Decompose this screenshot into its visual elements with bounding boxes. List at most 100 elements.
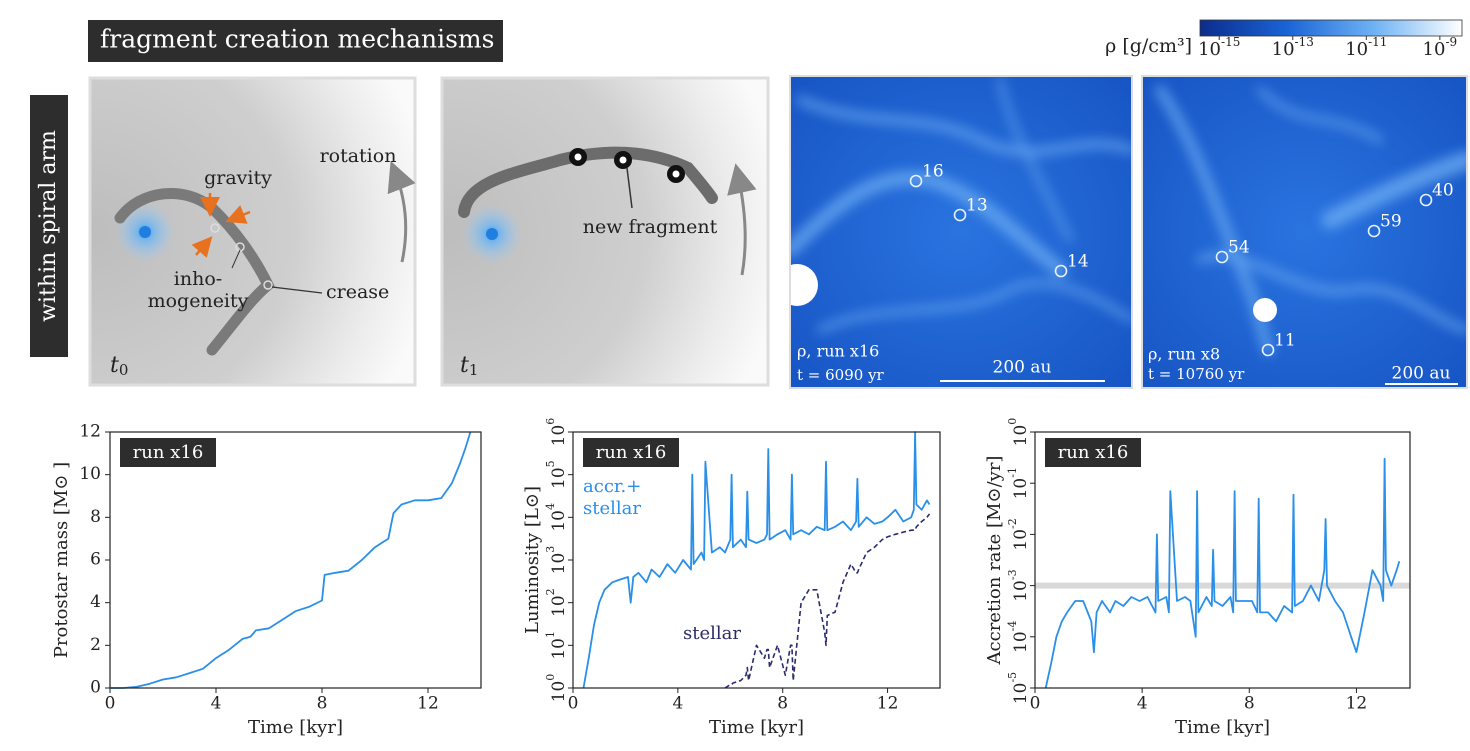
x-tick-label: 4 [672,694,683,714]
frame [789,75,1133,389]
x-axis-label: Time [kyr] [1175,717,1270,738]
crease-label: crease [326,281,389,303]
annotation: run x16 [1058,442,1129,463]
x-tick-label: 8 [317,694,328,714]
fragment-label: 16 [922,162,944,182]
x-tick-label: 4 [211,694,222,714]
title-box [88,20,503,62]
fragment-label: 54 [1228,238,1250,258]
y-tick-label: 10 [79,464,101,484]
x-tick-label: 12 [1346,694,1368,714]
time-label: t0 [110,353,128,379]
plot-area [1035,432,1410,688]
plot-area [573,432,940,688]
y-tick-label: 104 [544,503,569,532]
run-label: ρ, run x8 [1148,345,1220,364]
x-tick-label: 0 [568,694,579,714]
annotation-box [583,438,679,467]
side-box [30,95,68,357]
fragment-marker [953,208,967,222]
y-tick-label: 10-1 [1006,467,1031,499]
plot-area [110,432,481,688]
y-tick-label: 8 [90,507,101,527]
y-tick-label: 101 [544,631,569,660]
y-tick-label: 10-3 [1006,569,1031,601]
x-tick-label: 8 [1244,694,1255,714]
diagram-t0: gravity rotation inho- mogeneity crease … [88,76,417,387]
run-label: ρ, run x16 [797,342,879,361]
frame [1141,75,1468,389]
colorbar-tick-label: 10-9 [1423,35,1458,61]
y-tick-label: 103 [544,546,569,575]
axes-frame [109,431,482,689]
y-tick-label: 10-4 [1006,621,1031,653]
annotation: run x16 [133,442,204,463]
annotation-box [1045,438,1141,467]
new-fragment-label: new fragment [583,216,718,238]
y-tick-label: 102 [544,588,569,617]
y-tick-label: 105 [544,460,569,489]
data-line [582,431,931,689]
chart: 0 4 8 12 0 2 4 6 8 10 12 run x16 Time [kyr] Protostar… [51,422,482,738]
fragment-label: 40 [1432,181,1454,201]
y-axis-label: Accretion rate [M⊙/yr] [984,456,1005,666]
x-tick-label: 4 [1137,694,1148,714]
y-tick-label: 10-2 [1006,518,1031,550]
fragment-marker [909,174,923,188]
x-tick-label: 8 [777,694,788,714]
y-tick-label: 10-5 [1006,672,1031,704]
simulation-image [1142,76,1467,388]
fragment-marker [1261,343,1275,357]
chart: 0 4 8 12 10-5 10-4 10-3 10-2 10-1 100 run x16 Time … [984,418,1411,738]
y-tick-label: 100 [1006,418,1031,447]
title: fragment creation mechanisms [100,25,494,54]
axes-frame [1034,431,1411,689]
rotation-label: rotation [320,145,397,167]
colorbar-tick-label: 10-15 [1198,35,1240,61]
annotation-box [120,438,216,467]
x-axis-label: Time [kyr] [248,717,343,738]
colorbar-tick-label: 10-11 [1345,35,1387,61]
inhomogeneity-label: inho- [174,268,222,290]
data-line [724,513,931,689]
data-line [110,431,472,689]
x-tick-label: 0 [105,694,116,714]
fragment-label: 13 [966,196,988,216]
x-tick-label: 12 [417,694,439,714]
legend-label: accr.+ stellar [583,476,647,519]
fragment-marker [1215,250,1229,264]
colorbar [1199,19,1463,37]
x-tick-label: 0 [1030,694,1041,714]
y-tick-label: 100 [544,674,569,703]
fragment-marker [1054,264,1068,278]
x-axis-label: Time [kyr] [709,717,804,738]
x-tick-label: 12 [877,694,899,714]
simulation-image [790,76,1132,388]
diagram-t1: new fragment t1 [440,76,770,387]
fragment-label: 11 [1274,331,1296,351]
scale-label: 200 au [993,358,1052,378]
y-axis-label: Luminosity [L⊙] [522,486,543,634]
fragment-label: 59 [1380,212,1402,232]
scale-label: 200 au [1392,364,1451,384]
fragment-marker [1419,193,1433,207]
legend-label: stellar [683,623,741,644]
gravity-label: gravity [204,167,272,189]
chart: 0 4 8 12 100 101 102 103 104 105 106 accr.+ stellar… [522,418,941,738]
fragment-marker [1367,224,1381,238]
inhomogeneity-label: mogeneity [148,290,249,312]
colorbar-tick-label: 10-13 [1272,35,1314,61]
y-axis-label: Protostar mass [M⊙ ] [51,462,72,658]
y-tick-label: 6 [90,550,101,570]
y-tick-label: 0 [90,678,101,698]
y-tick-label: 4 [90,592,101,612]
time-label: t1 [460,353,478,379]
colorbar-label: ρ [g/cm³] [1105,35,1192,57]
data-line [1044,457,1401,689]
y-tick-label: 106 [544,418,569,447]
y-tick-label: 12 [79,422,101,442]
y-tick-label: 2 [90,635,101,655]
fragment-label: 14 [1067,252,1089,272]
